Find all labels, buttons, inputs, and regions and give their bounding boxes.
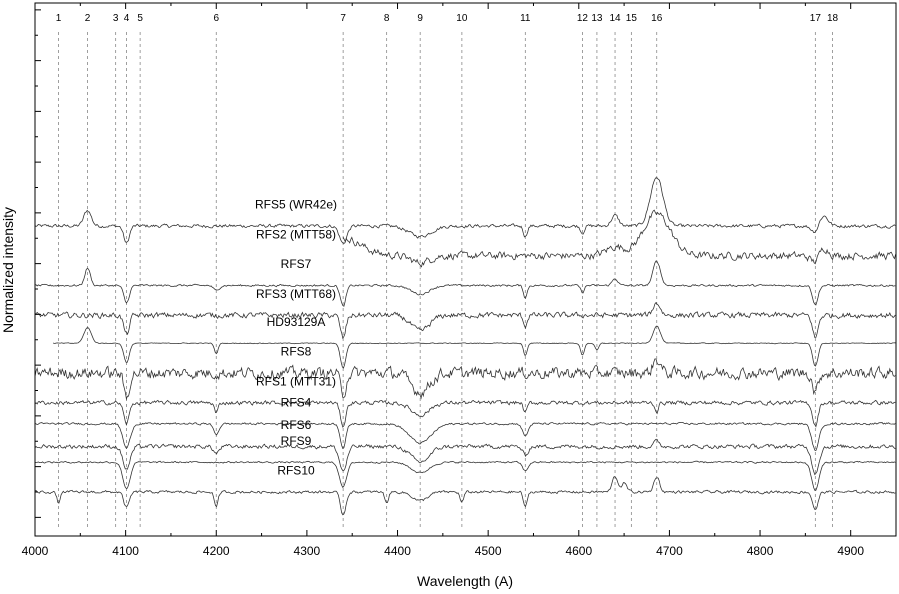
spectrum-label: RFS8 bbox=[281, 345, 312, 359]
spectrum-label: RFS6 bbox=[281, 418, 312, 432]
spectrum-label: RFS7 bbox=[281, 257, 312, 271]
line-id-number: 5 bbox=[137, 13, 143, 24]
line-id-number: 9 bbox=[417, 13, 423, 24]
line-id-number: 15 bbox=[626, 13, 638, 24]
x-tick-label: 4500 bbox=[475, 544, 502, 558]
line-id-number: 6 bbox=[213, 13, 219, 24]
spectrum-label: RFS1 (MTT31) bbox=[256, 374, 336, 388]
x-tick-label: 4200 bbox=[203, 544, 230, 558]
spectrum-label: RFS10 bbox=[277, 464, 315, 478]
spectrum-trace bbox=[34, 421, 896, 451]
line-id-number: 14 bbox=[609, 13, 621, 24]
line-id-number: 10 bbox=[456, 13, 468, 24]
spectrum-trace bbox=[34, 476, 896, 516]
x-tick-label: 4100 bbox=[112, 544, 139, 558]
spectrum-label: RFS5 (WR42e) bbox=[255, 198, 337, 212]
line-id-number: 13 bbox=[591, 13, 603, 24]
spectrum-label: HD93129A bbox=[267, 315, 326, 329]
spectrum-trace bbox=[34, 438, 896, 476]
x-tick-label: 4000 bbox=[22, 544, 49, 558]
x-tick-label: 4400 bbox=[384, 544, 411, 558]
spectrum-trace bbox=[52, 325, 897, 369]
spectrum-trace bbox=[34, 260, 896, 307]
spectrum-trace bbox=[342, 209, 896, 268]
line-id-number: 2 bbox=[85, 13, 91, 24]
spectrum-trace bbox=[34, 177, 896, 244]
x-tick-label: 4300 bbox=[294, 544, 321, 558]
spectrum-label: RFS3 (MTT68) bbox=[256, 287, 336, 301]
spectrum-trace bbox=[34, 301, 896, 340]
line-id-number: 8 bbox=[384, 13, 390, 24]
spectrum-label: RFS2 (MTT58) bbox=[256, 227, 336, 241]
x-tick-label: 4700 bbox=[656, 544, 683, 558]
line-id-number: 16 bbox=[651, 13, 663, 24]
line-id-number: 11 bbox=[520, 13, 531, 24]
spectrum-label: RFS9 bbox=[281, 434, 312, 448]
plot-frame bbox=[34, 2, 897, 537]
line-id-number: 7 bbox=[340, 13, 346, 24]
x-tick-label: 4600 bbox=[565, 544, 592, 558]
y-axis-title: Normalized intensity bbox=[0, 207, 16, 333]
line-id-markers: 1 2 3 4 5 6 7 8 9 10 11 12 13 14 15 16 17 18 bbox=[56, 13, 839, 528]
spectrum-trace bbox=[34, 358, 896, 401]
spectrum-trace bbox=[34, 399, 896, 428]
line-id-number: 17 bbox=[810, 13, 822, 24]
line-id-number: 4 bbox=[124, 13, 130, 24]
x-tick-label: 4900 bbox=[837, 544, 864, 558]
line-id-number: 3 bbox=[113, 13, 119, 24]
line-id-number: 1 bbox=[56, 13, 62, 24]
spectrum-label: RFS4 bbox=[281, 395, 312, 409]
spectra-traces bbox=[34, 177, 897, 516]
axes bbox=[34, 2, 897, 537]
spectrum-trace bbox=[34, 460, 896, 491]
x-axis-title: Wavelength (A) bbox=[417, 573, 513, 589]
axis-ticks: 4000 4100 4200 4300 4400 4500 4600 4700 4800 4900 bbox=[22, 3, 864, 558]
line-id-number: 12 bbox=[577, 13, 589, 24]
spectrum-labels: RFS5 (WR42e) RFS2 (MTT58) RFS7 RFS3 (MTT68)… bbox=[255, 198, 337, 478]
line-id-number: 18 bbox=[827, 13, 839, 24]
x-tick-label: 4800 bbox=[747, 544, 774, 558]
